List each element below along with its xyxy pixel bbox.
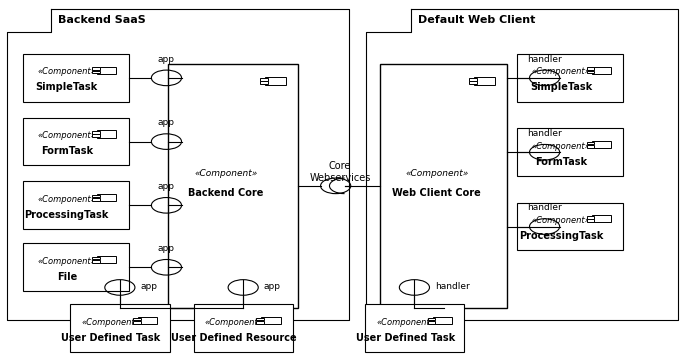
FancyBboxPatch shape	[587, 216, 595, 218]
Text: SimpleTask: SimpleTask	[36, 82, 98, 92]
Text: «Component»: «Component»	[38, 67, 96, 76]
FancyBboxPatch shape	[23, 54, 129, 102]
FancyBboxPatch shape	[587, 145, 595, 148]
FancyBboxPatch shape	[427, 318, 435, 320]
FancyBboxPatch shape	[71, 304, 169, 352]
Text: User Defined Task: User Defined Task	[62, 333, 160, 343]
Text: FormTask: FormTask	[40, 146, 93, 156]
Text: handler: handler	[527, 55, 562, 64]
Text: app: app	[158, 244, 175, 253]
Text: «Component»: «Component»	[405, 169, 469, 178]
Text: Default Web Client: Default Web Client	[418, 15, 535, 25]
Text: «Component»: «Component»	[376, 318, 435, 327]
FancyBboxPatch shape	[592, 67, 611, 74]
Text: «Component»: «Component»	[38, 257, 96, 266]
FancyBboxPatch shape	[97, 67, 116, 74]
Text: Webservices: Webservices	[310, 173, 371, 183]
FancyBboxPatch shape	[23, 118, 129, 166]
FancyBboxPatch shape	[592, 215, 611, 223]
Text: Backend SaaS: Backend SaaS	[58, 15, 146, 25]
Text: app: app	[158, 119, 175, 127]
FancyBboxPatch shape	[97, 194, 116, 201]
Text: Core: Core	[329, 161, 351, 171]
Text: app: app	[158, 55, 175, 64]
Text: «Component»: «Component»	[205, 318, 264, 327]
FancyBboxPatch shape	[97, 131, 116, 138]
Text: Web Client Core: Web Client Core	[393, 188, 481, 198]
Text: File: File	[57, 272, 77, 282]
Text: User Defined Task: User Defined Task	[356, 333, 455, 343]
Text: «Component»: «Component»	[38, 195, 96, 204]
FancyBboxPatch shape	[517, 129, 623, 176]
FancyBboxPatch shape	[256, 318, 264, 320]
FancyBboxPatch shape	[427, 321, 435, 324]
FancyBboxPatch shape	[256, 321, 264, 324]
FancyBboxPatch shape	[260, 81, 268, 84]
Text: «Component»: «Component»	[532, 67, 590, 76]
Text: handler: handler	[527, 129, 562, 138]
FancyBboxPatch shape	[380, 64, 507, 308]
Text: handler: handler	[527, 204, 562, 212]
FancyBboxPatch shape	[474, 77, 495, 85]
FancyBboxPatch shape	[433, 317, 452, 324]
FancyBboxPatch shape	[138, 317, 158, 324]
FancyBboxPatch shape	[92, 134, 100, 137]
FancyBboxPatch shape	[193, 304, 292, 352]
FancyBboxPatch shape	[23, 244, 129, 291]
FancyBboxPatch shape	[265, 77, 286, 85]
FancyBboxPatch shape	[92, 70, 100, 73]
FancyBboxPatch shape	[23, 181, 129, 229]
Text: «Component»: «Component»	[532, 142, 590, 150]
Text: handler: handler	[435, 281, 470, 291]
Text: Backend Core: Backend Core	[188, 188, 264, 198]
Text: User Defined Resource: User Defined Resource	[171, 333, 297, 343]
FancyBboxPatch shape	[587, 70, 595, 73]
FancyBboxPatch shape	[517, 54, 623, 102]
Text: app: app	[264, 281, 281, 291]
FancyBboxPatch shape	[92, 198, 100, 201]
Text: FormTask: FormTask	[535, 157, 588, 167]
FancyBboxPatch shape	[92, 131, 100, 134]
Text: «Component»: «Component»	[532, 216, 590, 225]
Text: SimpleTask: SimpleTask	[530, 82, 593, 92]
FancyBboxPatch shape	[587, 219, 595, 222]
FancyBboxPatch shape	[469, 78, 477, 81]
FancyBboxPatch shape	[587, 67, 595, 70]
FancyBboxPatch shape	[97, 256, 116, 263]
FancyBboxPatch shape	[133, 318, 140, 320]
Text: «Component»: «Component»	[82, 318, 140, 327]
FancyBboxPatch shape	[517, 202, 623, 251]
FancyBboxPatch shape	[168, 64, 298, 308]
FancyBboxPatch shape	[92, 260, 100, 263]
FancyBboxPatch shape	[261, 317, 281, 324]
Text: «Component»: «Component»	[195, 169, 258, 178]
Text: app: app	[140, 281, 158, 291]
Text: ProcessingTask: ProcessingTask	[519, 231, 603, 241]
FancyBboxPatch shape	[469, 81, 477, 84]
Text: app: app	[158, 182, 175, 191]
FancyBboxPatch shape	[364, 304, 464, 352]
FancyBboxPatch shape	[133, 321, 140, 324]
FancyBboxPatch shape	[92, 257, 100, 259]
Text: ProcessingTask: ProcessingTask	[25, 210, 109, 220]
FancyBboxPatch shape	[92, 67, 100, 70]
FancyBboxPatch shape	[92, 195, 100, 198]
FancyBboxPatch shape	[592, 141, 611, 148]
FancyBboxPatch shape	[260, 78, 268, 81]
FancyBboxPatch shape	[587, 142, 595, 144]
Text: «Component»: «Component»	[38, 131, 96, 140]
